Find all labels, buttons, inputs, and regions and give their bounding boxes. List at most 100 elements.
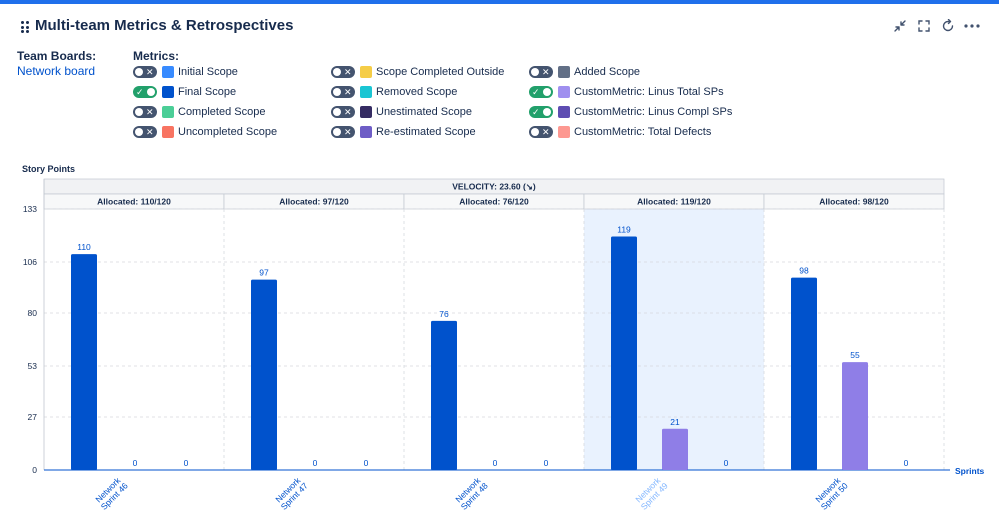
metric-color-swatch bbox=[360, 126, 372, 138]
metric-label: Initial Scope bbox=[178, 66, 238, 78]
bar-value-label: 0 bbox=[724, 458, 729, 468]
metric-uncompleted-scope[interactable]: ✕ Uncompleted Scope bbox=[133, 124, 277, 140]
bar-value-label: 110 bbox=[77, 242, 91, 252]
fullscreen-icon[interactable] bbox=[915, 17, 933, 35]
toggle-knob bbox=[135, 68, 143, 76]
metric-unestimated-scope[interactable]: ✕ Unestimated Scope bbox=[331, 104, 472, 120]
metric-toggle[interactable]: ✕ bbox=[529, 126, 553, 138]
bar-value-label: 0 bbox=[364, 458, 369, 468]
check-icon: ✓ bbox=[136, 87, 144, 97]
cross-icon: ✕ bbox=[146, 107, 154, 117]
allocated-label: Allocated: 98/120 bbox=[819, 197, 889, 207]
y-tick-label: 80 bbox=[28, 308, 38, 318]
metric-label: CustomMetric: Total Defects bbox=[574, 126, 712, 138]
x-axis-title: Sprints bbox=[955, 466, 985, 476]
metric-toggle[interactable]: ✕ bbox=[133, 106, 157, 118]
team-boards-label: Team Boards: bbox=[17, 49, 97, 63]
x-tick-label: NetworkSprint 46 bbox=[92, 474, 130, 512]
metric-color-swatch bbox=[162, 86, 174, 98]
metric-color-swatch bbox=[558, 106, 570, 118]
bar-value-label: 76 bbox=[439, 309, 449, 319]
cross-icon: ✕ bbox=[344, 87, 352, 97]
metric-custommetric-linus-total-sps[interactable]: ✓ CustomMetric: Linus Total SPs bbox=[529, 84, 724, 100]
bar bbox=[251, 279, 277, 470]
allocated-label: Allocated: 76/120 bbox=[459, 197, 529, 207]
bar-value-label: 0 bbox=[184, 458, 189, 468]
refresh-icon[interactable] bbox=[939, 17, 957, 35]
y-tick-label: 106 bbox=[23, 257, 37, 267]
toggle-knob bbox=[135, 108, 143, 116]
metric-label: Scope Completed Outside bbox=[376, 66, 505, 78]
metric-final-scope[interactable]: ✓ Final Scope bbox=[133, 84, 236, 100]
cross-icon: ✕ bbox=[146, 127, 154, 137]
bar bbox=[611, 236, 637, 470]
check-icon: ✓ bbox=[532, 107, 540, 117]
allocated-label: Allocated: 119/120 bbox=[637, 197, 711, 207]
metric-label: Final Scope bbox=[178, 86, 237, 98]
metric-custommetric-linus-compl-sps[interactable]: ✓ CustomMetric: Linus Compl SPs bbox=[529, 104, 732, 120]
metric-toggle[interactable]: ✕ bbox=[133, 126, 157, 138]
cross-icon: ✕ bbox=[344, 127, 352, 137]
bar bbox=[71, 254, 97, 470]
bar-value-label: 0 bbox=[904, 458, 909, 468]
widget-title: Multi-team Metrics & Retrospectives bbox=[35, 17, 294, 34]
metric-toggle[interactable]: ✓ bbox=[529, 86, 553, 98]
toggle-knob bbox=[135, 128, 143, 136]
metric-toggle[interactable]: ✕ bbox=[331, 126, 355, 138]
cross-icon: ✕ bbox=[542, 127, 550, 137]
metric-added-scope[interactable]: ✕ Added Scope bbox=[529, 64, 640, 80]
toggle-knob bbox=[333, 68, 341, 76]
metric-toggle[interactable]: ✓ bbox=[133, 86, 157, 98]
metric-scope-completed-outside[interactable]: ✕ Scope Completed Outside bbox=[331, 64, 504, 80]
widget-header: Multi-team Metrics & Retrospectives bbox=[0, 4, 999, 44]
toggle-knob bbox=[147, 88, 155, 96]
top-accent-bar bbox=[0, 0, 999, 4]
bar-value-label: 55 bbox=[850, 350, 860, 360]
cross-icon: ✕ bbox=[344, 67, 352, 77]
metric-toggle[interactable]: ✕ bbox=[133, 66, 157, 78]
metric-re-estimated-scope[interactable]: ✕ Re-estimated Scope bbox=[331, 124, 476, 140]
metric-color-swatch bbox=[558, 86, 570, 98]
metric-color-swatch bbox=[360, 86, 372, 98]
metric-color-swatch bbox=[162, 106, 174, 118]
metric-color-swatch bbox=[162, 66, 174, 78]
metric-initial-scope[interactable]: ✕ Initial Scope bbox=[133, 64, 238, 80]
metric-toggle[interactable]: ✕ bbox=[331, 66, 355, 78]
minimize-icon[interactable] bbox=[891, 17, 909, 35]
x-tick-label: NetworkSprint 48 bbox=[452, 474, 490, 512]
toggle-knob bbox=[531, 68, 539, 76]
more-icon[interactable] bbox=[963, 17, 981, 35]
metric-color-swatch bbox=[162, 126, 174, 138]
metric-label: Completed Scope bbox=[178, 106, 266, 118]
x-tick-label: NetworkSprint 49 bbox=[632, 474, 670, 512]
metric-label: Re-estimated Scope bbox=[376, 126, 476, 138]
metric-label: CustomMetric: Linus Compl SPs bbox=[574, 106, 733, 118]
metric-completed-scope[interactable]: ✕ Completed Scope bbox=[133, 104, 265, 120]
metric-color-swatch bbox=[558, 126, 570, 138]
y-tick-label: 27 bbox=[28, 412, 38, 422]
y-tick-label: 53 bbox=[28, 361, 38, 371]
bar-value-label: 98 bbox=[799, 266, 809, 276]
metric-toggle[interactable]: ✕ bbox=[331, 86, 355, 98]
team-board-link[interactable]: Network board bbox=[17, 64, 96, 78]
drag-handle-icon[interactable] bbox=[21, 21, 29, 33]
bar-value-label: 0 bbox=[544, 458, 549, 468]
bar-value-label: 0 bbox=[133, 458, 138, 468]
cross-icon: ✕ bbox=[542, 67, 550, 77]
metric-toggle[interactable]: ✕ bbox=[529, 66, 553, 78]
metric-toggle[interactable]: ✓ bbox=[529, 106, 553, 118]
toggle-knob bbox=[333, 108, 341, 116]
x-tick-label: NetworkSprint 50 bbox=[812, 474, 850, 512]
metric-custommetric-total-defects[interactable]: ✕ CustomMetric: Total Defects bbox=[529, 124, 711, 140]
allocated-label: Allocated: 110/120 bbox=[97, 197, 171, 207]
metric-toggle[interactable]: ✕ bbox=[331, 106, 355, 118]
toggle-knob bbox=[543, 88, 551, 96]
bar-value-label: 97 bbox=[259, 268, 269, 278]
metric-label: Unestimated Scope bbox=[376, 106, 472, 118]
bar-value-label: 0 bbox=[493, 458, 498, 468]
metric-label: Removed Scope bbox=[376, 86, 458, 98]
toggle-knob bbox=[333, 128, 341, 136]
metric-removed-scope[interactable]: ✕ Removed Scope bbox=[331, 84, 457, 100]
metric-label: CustomMetric: Linus Total SPs bbox=[574, 86, 724, 98]
